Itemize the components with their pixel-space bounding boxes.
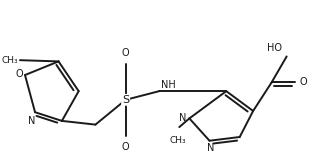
Text: N: N bbox=[208, 143, 215, 153]
Text: O: O bbox=[122, 142, 129, 152]
Text: S: S bbox=[122, 95, 129, 105]
Text: NH: NH bbox=[161, 80, 176, 90]
Text: N: N bbox=[28, 116, 35, 126]
Text: O: O bbox=[15, 69, 23, 79]
Text: HO: HO bbox=[267, 43, 283, 53]
Text: CH₃: CH₃ bbox=[169, 136, 186, 145]
Text: CH₃: CH₃ bbox=[2, 56, 18, 65]
Text: O: O bbox=[122, 48, 129, 58]
Text: N: N bbox=[179, 113, 187, 123]
Text: O: O bbox=[299, 77, 307, 88]
